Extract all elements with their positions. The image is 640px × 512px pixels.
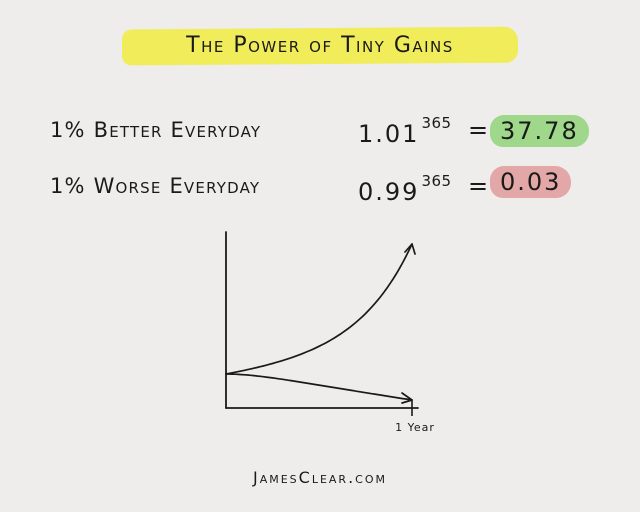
x-tick-label: 1 Year xyxy=(395,421,435,434)
series-better-line xyxy=(225,243,413,375)
worse-equals: = xyxy=(468,172,489,200)
worse-result: 0.03 xyxy=(490,166,572,198)
better-result: 37.78 xyxy=(490,115,589,147)
better-exponent: 365 xyxy=(421,114,452,132)
series-worse-line xyxy=(225,373,413,401)
worse-label: 1% Worse Everyday xyxy=(50,174,261,198)
page-title: The Power of Tiny Gains xyxy=(186,33,454,58)
title-banner: The Power of Tiny Gains xyxy=(121,26,519,66)
series-worse-arrow xyxy=(401,392,413,404)
worse-exponent: 365 xyxy=(421,172,452,190)
series-better-arrow xyxy=(404,243,416,255)
worse-formula: 0.99 365 xyxy=(358,172,452,206)
worse-base: 0.99 xyxy=(358,178,420,206)
better-formula: 1.01 365 xyxy=(358,114,452,148)
better-equals: = xyxy=(468,116,489,144)
footer-site: JamesClear.com xyxy=(252,468,387,487)
better-label: 1% Better Everyday xyxy=(50,118,262,142)
better-base: 1.01 xyxy=(358,120,420,148)
